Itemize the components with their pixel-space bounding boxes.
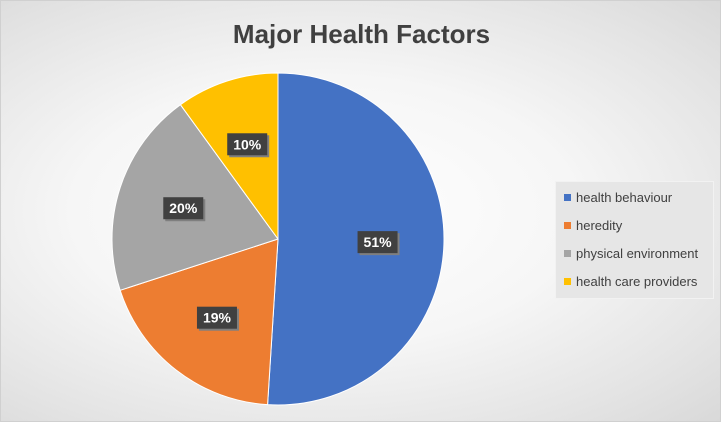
legend-item-3: health care providers — [564, 272, 697, 290]
svg-text:20%: 20% — [169, 200, 198, 216]
pie-slice-0 — [267, 72, 445, 406]
svg-text:10%: 10% — [233, 136, 262, 152]
data-label-0: 51% — [357, 231, 400, 256]
legend-swatch-3 — [564, 277, 571, 285]
legend-item-0: health behaviour — [564, 188, 672, 206]
legend-label-0: health behaviour — [576, 189, 673, 205]
legend-item-2: physical environment — [564, 244, 698, 262]
legend-label-2: physical environment — [576, 245, 699, 261]
legend-swatch-0 — [564, 193, 571, 201]
legend-swatch-2 — [564, 249, 571, 257]
chart-legend: health behaviour heredity physical environ… — [555, 181, 714, 299]
svg-text:51%: 51% — [364, 234, 393, 250]
legend-item-1: heredity — [564, 216, 622, 234]
legend-swatch-1 — [564, 221, 571, 229]
chart-title: Major Health Factors — [232, 19, 491, 49]
data-label-1: 19% — [196, 306, 239, 331]
pie-slice-3 — [179, 72, 279, 241]
data-label-2: 20% — [163, 197, 206, 222]
svg-text:19%: 19% — [203, 310, 232, 326]
legend-label-1: heredity — [576, 217, 623, 233]
data-label-3: 10% — [227, 133, 270, 158]
legend-label-3: health care providers — [576, 273, 698, 289]
